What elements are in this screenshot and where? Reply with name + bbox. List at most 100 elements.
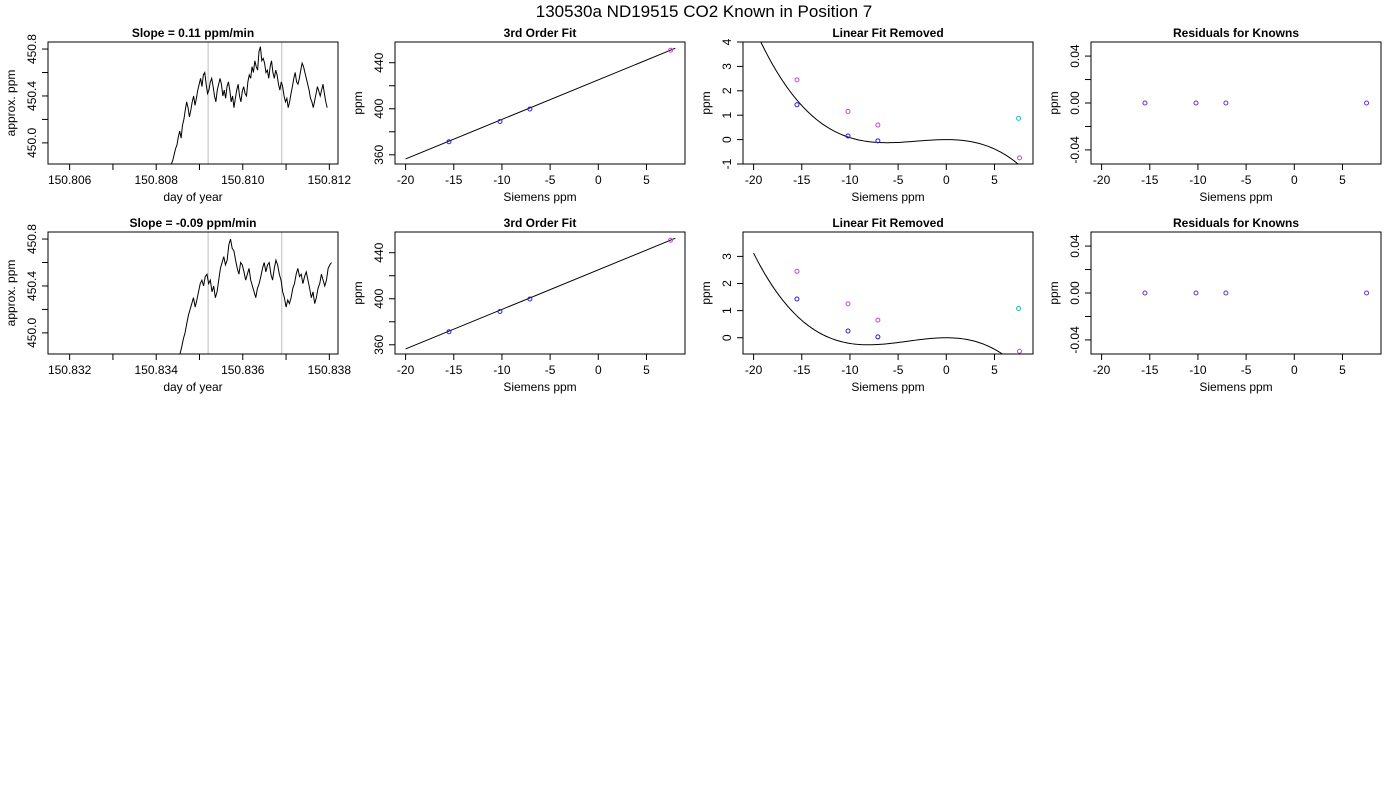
y-tick-label: 360 bbox=[372, 334, 386, 354]
x-tick-label: 0 bbox=[1291, 363, 1298, 377]
y-tick-label: 0 bbox=[720, 136, 734, 143]
y-tick-label: 0.04 bbox=[1068, 44, 1082, 68]
plot-area bbox=[1142, 100, 1370, 106]
x-tick-label: 150.806 bbox=[48, 173, 92, 187]
chart-panel-r1c4: Residuals for Knowns Siemens ppm ppm -20 -15… bbox=[1047, 26, 1382, 204]
data-point bbox=[875, 317, 881, 323]
x-tick-label: -10 bbox=[493, 173, 511, 187]
x-tick-label: 5 bbox=[1339, 363, 1346, 377]
chart-panel-r1c2: 3rd Order Fit Siemens ppm ppm -20 -15 -10 -5 0 5… bbox=[351, 26, 686, 204]
data-point bbox=[875, 122, 881, 128]
y-tick-label: 400 bbox=[372, 288, 386, 308]
y-tick-label: 3 bbox=[720, 63, 734, 70]
y-axis-label: ppm bbox=[351, 281, 365, 304]
x-tick-label: 0 bbox=[1291, 173, 1298, 187]
y-tick-label: 440 bbox=[372, 242, 386, 262]
data-point bbox=[497, 119, 503, 125]
y-tick-label: 2 bbox=[720, 280, 734, 287]
y-axis-label: ppm bbox=[1047, 281, 1061, 304]
fit-line bbox=[405, 47, 676, 160]
plot-area bbox=[753, 252, 1023, 354]
chart-title: 3rd Order Fit bbox=[504, 216, 577, 230]
x-tick-label: 5 bbox=[991, 363, 998, 377]
chart-panels: Slope = 0.11 ppm/min day of year approx. p… bbox=[4, 26, 1382, 394]
data-point bbox=[1364, 100, 1370, 106]
data-point bbox=[794, 296, 800, 302]
plot-frame bbox=[47, 41, 339, 165]
y-tick-label: -1 bbox=[720, 158, 734, 169]
data-point bbox=[1223, 290, 1229, 296]
plot-frame bbox=[742, 231, 1034, 355]
data-point bbox=[794, 102, 800, 108]
y-tick-label: 400 bbox=[372, 98, 386, 118]
y-tick-label: 450.4 bbox=[25, 271, 39, 301]
y-tick-label: 360 bbox=[372, 144, 386, 164]
x-tick-label: 5 bbox=[1339, 173, 1346, 187]
data-point bbox=[794, 268, 800, 274]
y-axis-label: approx. ppm bbox=[4, 260, 18, 327]
y-axis-label: approx. ppm bbox=[4, 70, 18, 137]
y-axis-label: ppm bbox=[351, 91, 365, 114]
plot-frame bbox=[742, 41, 1034, 165]
plot-frame bbox=[47, 231, 339, 355]
chart-panel-r2c3: Linear Fit Removed Siemens ppm ppm -20 -15 -1… bbox=[699, 216, 1034, 394]
y-tick-label: 440 bbox=[372, 52, 386, 72]
x-tick-label: -10 bbox=[1189, 173, 1207, 187]
y-tick-label: 2 bbox=[720, 87, 734, 94]
chart-panel-r2c2: 3rd Order Fit Siemens ppm ppm -20 -15 -10 -5 0 5… bbox=[351, 216, 686, 394]
data-point bbox=[527, 106, 533, 112]
data-point bbox=[446, 329, 452, 335]
chart-panel-r1c1: Slope = 0.11 ppm/min day of year approx. p… bbox=[4, 26, 351, 204]
plot-area bbox=[405, 237, 676, 350]
x-tick-label: 5 bbox=[991, 173, 998, 187]
plot-frame bbox=[1090, 231, 1382, 355]
data-point bbox=[1017, 155, 1023, 161]
x-tick-label: 150.810 bbox=[221, 173, 265, 187]
plot-area bbox=[760, 42, 1023, 164]
data-point bbox=[875, 138, 881, 144]
fit-curve bbox=[753, 252, 1004, 354]
x-tick-label: -10 bbox=[841, 173, 859, 187]
x-tick-label: -5 bbox=[1241, 173, 1252, 187]
chart-title: Slope = 0.11 ppm/min bbox=[132, 26, 254, 40]
chart-title: Residuals for Knowns bbox=[1173, 216, 1299, 230]
x-tick-label: -10 bbox=[1189, 363, 1207, 377]
data-point bbox=[845, 109, 851, 115]
plot-area bbox=[1142, 290, 1370, 296]
x-tick-label: -20 bbox=[745, 363, 763, 377]
x-tick-label: 0 bbox=[943, 363, 950, 377]
data-point bbox=[668, 237, 674, 243]
x-tick-label: -20 bbox=[1093, 173, 1111, 187]
x-tick-label: -15 bbox=[445, 363, 463, 377]
data-point bbox=[1193, 290, 1199, 296]
data-point bbox=[527, 296, 533, 302]
y-tick-label: 1 bbox=[720, 112, 734, 119]
data-point bbox=[1223, 100, 1229, 106]
x-tick-label: -5 bbox=[893, 363, 904, 377]
data-point bbox=[794, 77, 800, 83]
data-point bbox=[845, 301, 851, 307]
x-axis-label: Siemens ppm bbox=[503, 380, 576, 394]
x-tick-label: -10 bbox=[493, 363, 511, 377]
y-axis-label: ppm bbox=[699, 91, 713, 114]
x-tick-label: -15 bbox=[793, 363, 811, 377]
y-tick-label: 450.8 bbox=[25, 34, 39, 64]
plot-frame bbox=[394, 41, 686, 165]
x-tick-label: -5 bbox=[545, 363, 556, 377]
y-tick-label: -0.04 bbox=[1068, 136, 1082, 164]
plot-area bbox=[179, 232, 332, 354]
y-tick-label: 450.4 bbox=[25, 81, 39, 111]
data-point bbox=[1142, 100, 1148, 106]
data-point bbox=[1193, 100, 1199, 106]
plot-frame bbox=[1090, 41, 1382, 165]
y-tick-label: 3 bbox=[720, 253, 734, 260]
x-tick-label: -20 bbox=[397, 363, 415, 377]
x-tick-label: -20 bbox=[745, 173, 763, 187]
y-tick-label: -0.04 bbox=[1068, 326, 1082, 354]
x-tick-label: -10 bbox=[841, 363, 859, 377]
fit-line bbox=[405, 237, 676, 350]
y-axis-label: ppm bbox=[1047, 91, 1061, 114]
y-tick-label: 0.00 bbox=[1068, 281, 1082, 305]
x-tick-label: 150.838 bbox=[308, 363, 352, 377]
